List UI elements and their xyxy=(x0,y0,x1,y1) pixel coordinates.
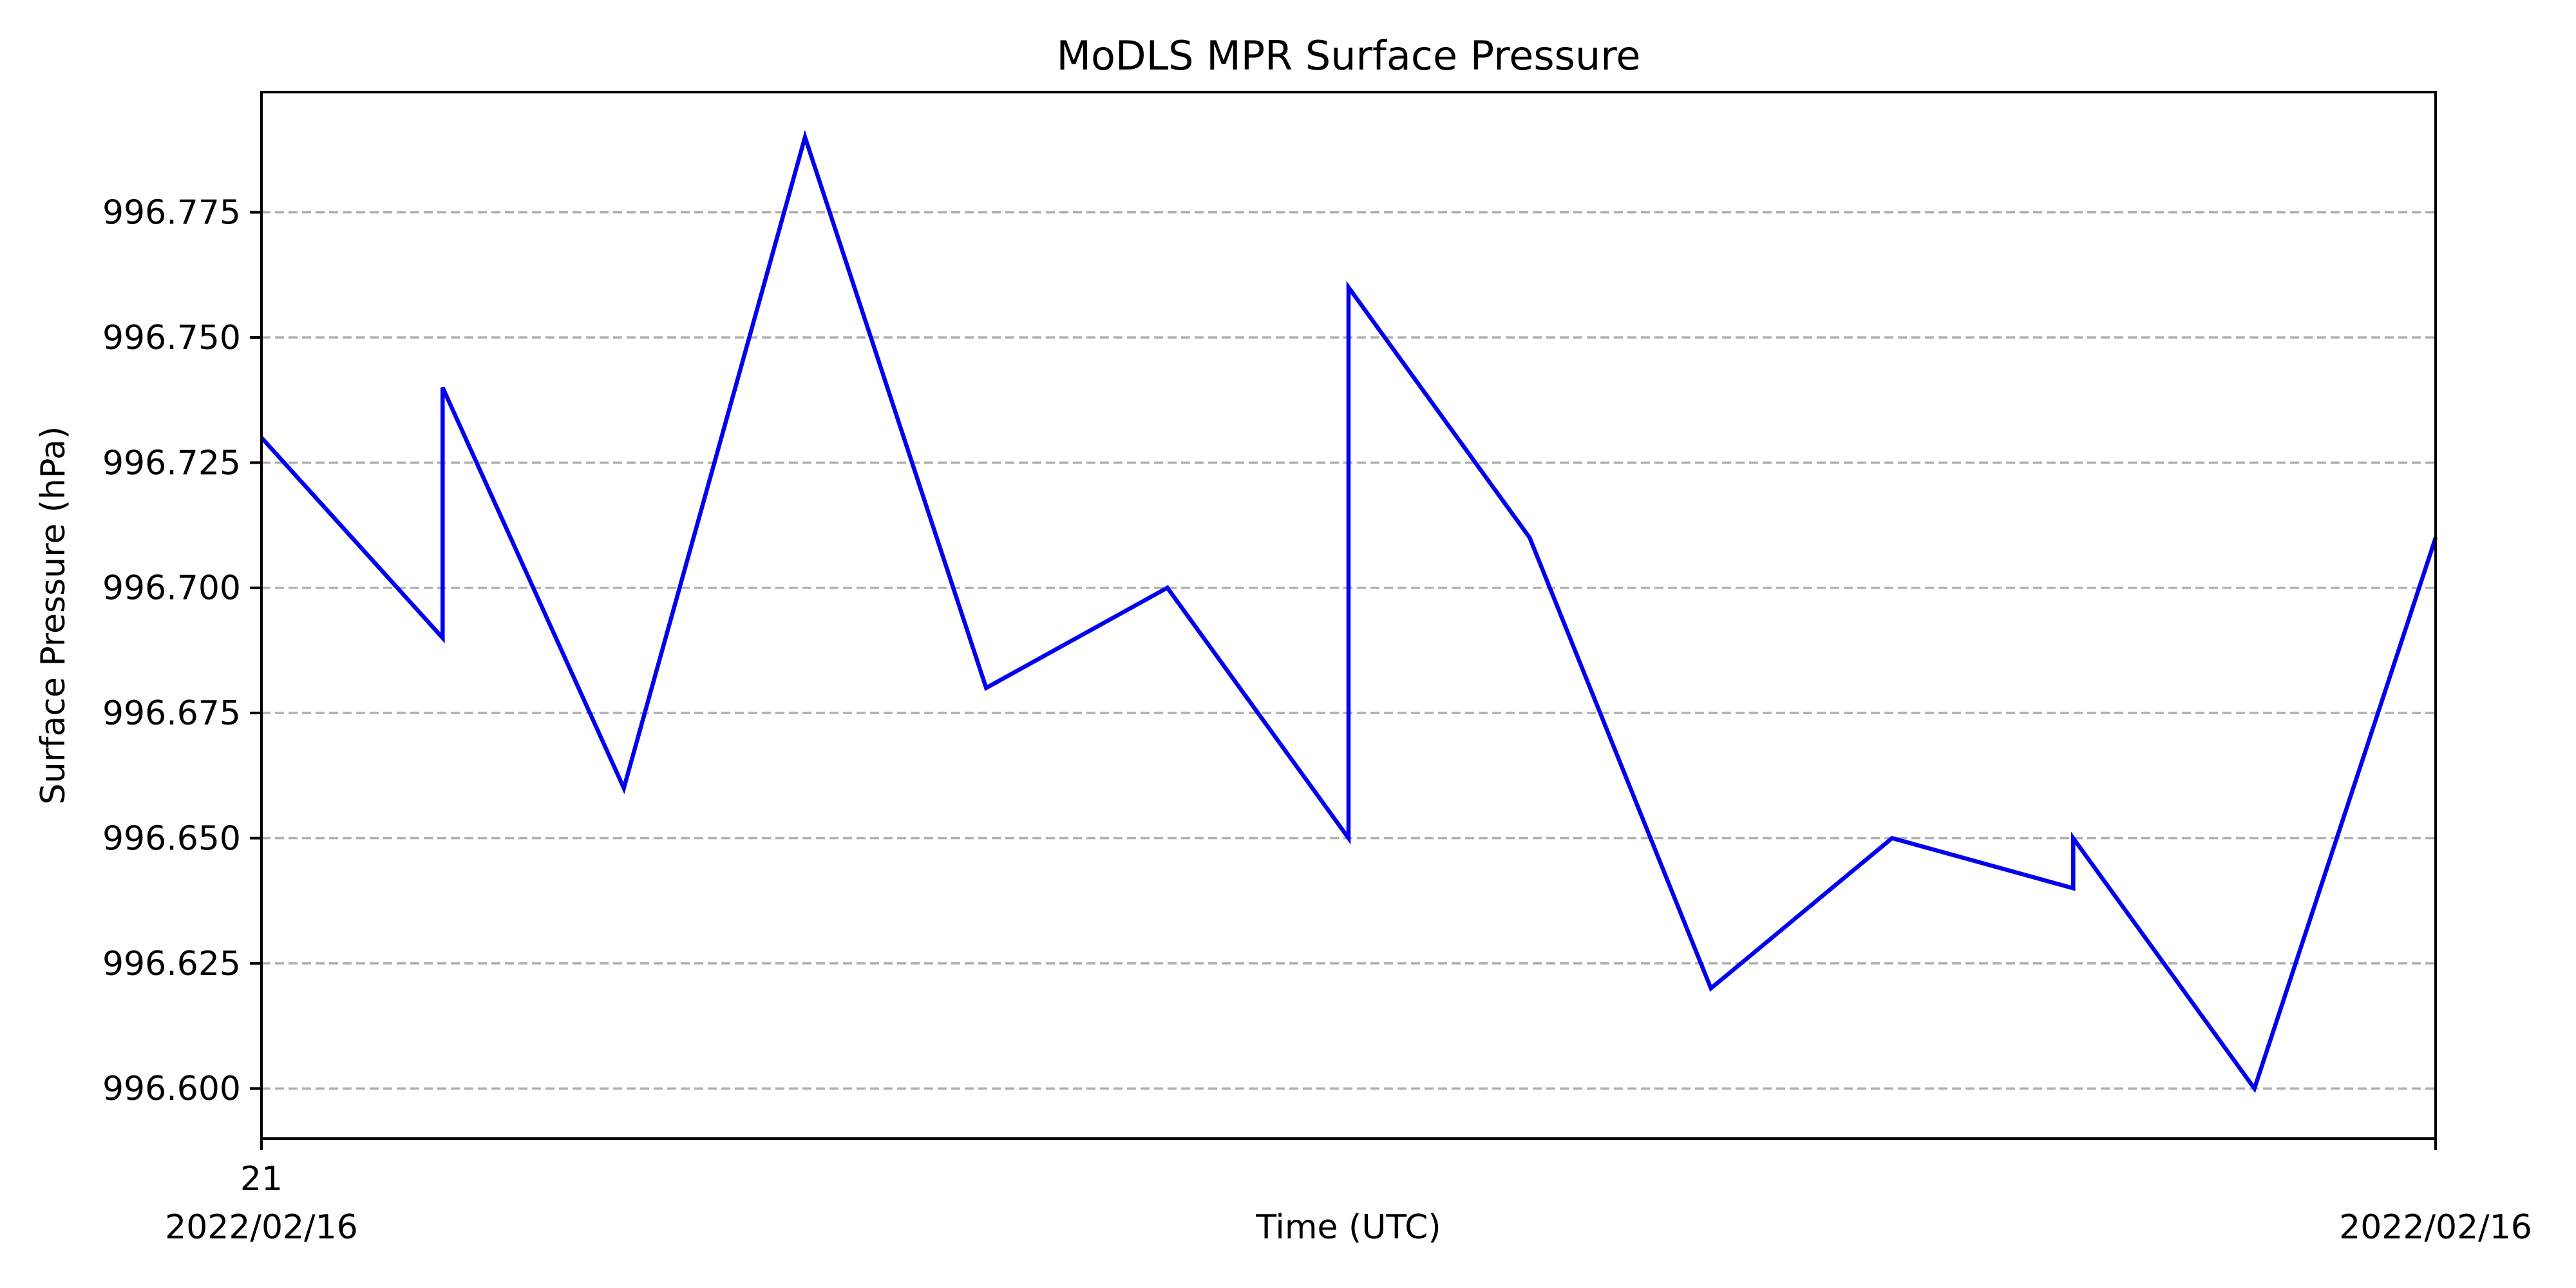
chart-title: MoDLS MPR Surface Pressure xyxy=(1056,32,1640,79)
y-tick-label: 996.675 xyxy=(102,694,241,733)
y-tick-label: 996.725 xyxy=(102,444,241,482)
y-tick-label: 996.600 xyxy=(102,1070,241,1108)
series-lines xyxy=(260,129,2438,1094)
x-tick-label-line2: 2022/02/16 xyxy=(165,1208,358,1247)
plot-area-frame xyxy=(260,91,2437,1140)
y-tick-label: 996.700 xyxy=(102,569,241,608)
y-tick-label: 996.750 xyxy=(102,319,241,357)
series-line xyxy=(260,129,2438,1094)
y-axis-ticks: 996.600 996.625 996.650 996.675 996.700 996.7… xyxy=(102,194,261,1108)
x-axis-ticks: 21 2022/02/16 2022/02/16 xyxy=(165,1139,2532,1247)
y-axis-label: Surface Pressure (hPa) xyxy=(34,426,73,805)
y-tick-label: 996.625 xyxy=(102,945,241,983)
x-tick-label-line2: 2022/02/16 xyxy=(2339,1208,2532,1247)
x-axis-label: Time (UTC) xyxy=(1255,1208,1441,1247)
y-tick-label: 996.775 xyxy=(102,194,241,232)
x-tick-label-line1: 21 xyxy=(240,1160,283,1198)
y-tick-label: 996.650 xyxy=(102,819,241,858)
